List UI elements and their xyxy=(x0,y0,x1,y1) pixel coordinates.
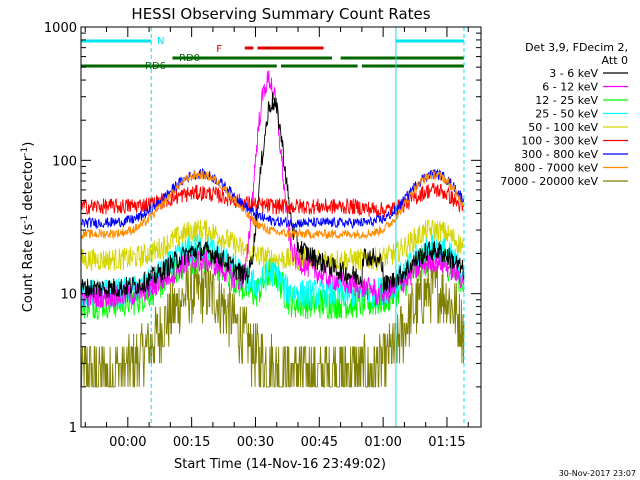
flag-bars: N F RD0 RD6 xyxy=(81,36,464,72)
axes: 1 10 100 1000 00:00 00:15 00:30 00:45 01:00 01:15 xyxy=(44,21,481,450)
legend-label: 800 - 7000 keV xyxy=(514,162,598,175)
y-tick-label: 1000 xyxy=(44,21,77,36)
x-tick-label: 00:15 xyxy=(173,435,210,450)
x-tick-label: 01:15 xyxy=(428,435,465,450)
legend-header-line1: Det 3,9, FDecim 2, xyxy=(525,41,628,54)
y-tick-label: 1 xyxy=(69,421,77,436)
flag-rd6-label: RD6 xyxy=(145,61,166,72)
x-tick-label: 00:30 xyxy=(237,435,274,450)
y-tick-label: 10 xyxy=(60,288,77,303)
legend-label: 6 - 12 keV xyxy=(542,81,598,94)
legend-label: 25 - 50 keV xyxy=(535,108,598,121)
x-tick-label: 01:00 xyxy=(364,435,401,450)
plot-frame xyxy=(80,26,482,428)
x-tick-label: 00:45 xyxy=(301,435,338,450)
flag-n-label: N xyxy=(157,36,164,47)
legend-label: 100 - 300 keV xyxy=(521,135,598,148)
series-line-0 xyxy=(80,92,465,299)
x-axis-label: Start Time (14-Nov-16 23:49:02) xyxy=(174,457,386,472)
x-tick-label: 00:00 xyxy=(109,435,146,450)
legend-label: 3 - 6 keV xyxy=(549,67,598,80)
legend-header-line2: Att 0 xyxy=(602,54,628,67)
footer-timestamp: 30-Nov-2017 23:07 xyxy=(559,469,636,478)
y-tick-label: 100 xyxy=(52,154,77,169)
series-line-6 xyxy=(80,168,465,230)
flag-rd0-label: RD0 xyxy=(179,53,200,64)
legend-label: 12 - 25 keV xyxy=(535,94,598,107)
chart-title: HESSI Observing Summary Count Rates xyxy=(131,5,430,23)
flag-f-label: F xyxy=(216,44,222,55)
plot-area xyxy=(80,69,465,388)
series-line-4 xyxy=(80,219,464,272)
legend-label: 300 - 800 keV xyxy=(521,148,598,161)
series-line-8 xyxy=(80,259,465,388)
legend-label: 7000 - 20000 keV xyxy=(500,175,598,188)
series-line-7 xyxy=(80,169,465,240)
y-axis-label: Count Rate (s-1 detector-1) xyxy=(20,142,36,313)
legend-label: 50 - 100 keV xyxy=(528,121,598,134)
